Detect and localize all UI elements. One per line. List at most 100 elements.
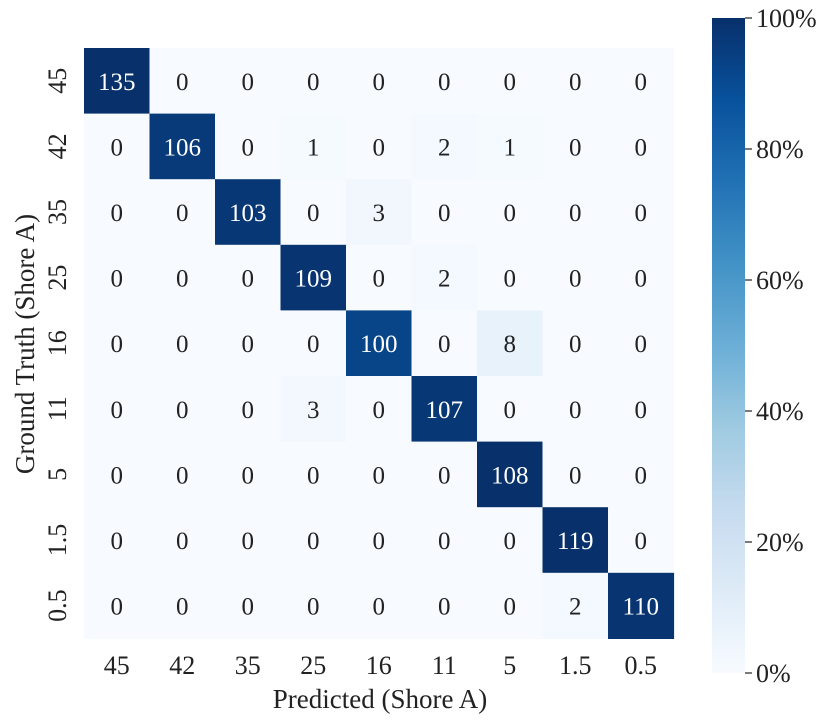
heatmap-cell bbox=[280, 376, 347, 443]
heatmap-cell bbox=[280, 244, 347, 311]
heatmap-cell bbox=[608, 179, 675, 246]
cell-value-label: 0 bbox=[569, 397, 582, 424]
cell-value-label: 0 bbox=[373, 528, 386, 555]
cell-value-label: 0 bbox=[111, 134, 124, 161]
cell-value-label: 0 bbox=[242, 134, 255, 161]
heatmap-cell bbox=[84, 48, 151, 115]
heatmap-cell bbox=[149, 113, 216, 180]
cell-value-label: 0 bbox=[569, 200, 582, 227]
cell-value-label: 0 bbox=[242, 594, 255, 621]
heatmap-cell bbox=[215, 113, 282, 180]
heatmap-cell bbox=[84, 376, 151, 443]
cell-value-label: 0 bbox=[504, 528, 517, 555]
heatmap-cell bbox=[346, 441, 413, 508]
colorbar bbox=[712, 18, 745, 673]
heatmap-cell bbox=[477, 441, 544, 508]
heatmap-cell bbox=[542, 244, 609, 311]
cell-value-label: 107 bbox=[426, 397, 464, 424]
y-tick-label: 45 bbox=[43, 68, 72, 94]
cell-value-label: 3 bbox=[307, 397, 320, 424]
y-tick-label: 1.5 bbox=[43, 524, 72, 557]
cell-value-label: 0 bbox=[176, 528, 189, 555]
heatmap-cell bbox=[608, 244, 675, 311]
cell-value-label: 0 bbox=[242, 528, 255, 555]
x-tick-label: 45 bbox=[104, 651, 130, 680]
x-tick-label: 0.5 bbox=[625, 651, 658, 680]
heatmap-cell bbox=[149, 376, 216, 443]
cell-value-label: 0 bbox=[111, 594, 124, 621]
heatmap-cell bbox=[477, 376, 544, 443]
heatmap-cell bbox=[215, 310, 282, 377]
heatmap-cell bbox=[608, 310, 675, 377]
heatmap-cell bbox=[149, 507, 216, 574]
colorbar-tick-label: 0% bbox=[756, 659, 791, 688]
y-axis-label: Ground Truth (Shore A) bbox=[10, 214, 40, 474]
heatmap-cell bbox=[411, 48, 478, 115]
cell-value-label: 1 bbox=[307, 134, 320, 161]
heatmap-cell bbox=[608, 376, 675, 443]
cell-value-label: 0 bbox=[635, 528, 648, 555]
heatmap-cell bbox=[280, 572, 347, 639]
colorbar-tick-label: 40% bbox=[756, 397, 804, 426]
y-tick-label: 5 bbox=[43, 468, 72, 481]
cell-value-label: 0 bbox=[635, 134, 648, 161]
y-tick-labels: 45 42 35 25 16 11 5 1.5 0.5 bbox=[43, 68, 72, 622]
cell-value-label: 0 bbox=[307, 69, 320, 96]
cell-value-label: 0 bbox=[635, 331, 648, 358]
heatmap-cell bbox=[346, 507, 413, 574]
cell-value-label: 0 bbox=[242, 69, 255, 96]
cell-value-label: 0 bbox=[111, 266, 124, 293]
cell-value-label: 0 bbox=[373, 462, 386, 489]
y-tick-label: 0.5 bbox=[43, 589, 72, 622]
cell-value-label: 0 bbox=[373, 397, 386, 424]
heatmap-cell bbox=[215, 441, 282, 508]
cell-value-label: 0 bbox=[111, 200, 124, 227]
heatmap-cell bbox=[149, 572, 216, 639]
cell-value-label: 0 bbox=[438, 200, 451, 227]
heatmap-cell bbox=[542, 441, 609, 508]
heatmap-cell bbox=[608, 507, 675, 574]
y-tick-label: 16 bbox=[43, 330, 72, 356]
cell-value-label: 0 bbox=[504, 69, 517, 96]
heatmap-cell bbox=[346, 572, 413, 639]
x-axis-label: Predicted (Shore A) bbox=[273, 684, 487, 714]
cell-value-label: 106 bbox=[164, 134, 202, 161]
heatmap-cell bbox=[477, 48, 544, 115]
cell-value-label: 2 bbox=[438, 134, 451, 161]
cell-value-label: 0 bbox=[242, 462, 255, 489]
heatmap-cell bbox=[542, 113, 609, 180]
heatmap-cell bbox=[411, 376, 478, 443]
x-tick-label: 11 bbox=[432, 651, 457, 680]
cell-value-label: 0 bbox=[373, 134, 386, 161]
heatmap-cell bbox=[280, 48, 347, 115]
heatmap-cell bbox=[149, 310, 216, 377]
x-tick-label: 1.5 bbox=[559, 651, 592, 680]
cell-value-label: 110 bbox=[622, 594, 659, 621]
heatmap-cell bbox=[542, 48, 609, 115]
heatmap-cell bbox=[411, 179, 478, 246]
cell-value-label: 0 bbox=[438, 462, 451, 489]
cell-value-label: 100 bbox=[360, 331, 398, 358]
cell-value-label: 8 bbox=[504, 331, 517, 358]
heatmap-cell bbox=[608, 113, 675, 180]
heatmap-cell bbox=[542, 310, 609, 377]
heatmap-cell bbox=[84, 310, 151, 377]
heatmap-cell bbox=[346, 376, 413, 443]
cell-value-label: 0 bbox=[635, 397, 648, 424]
heatmap-cell bbox=[280, 507, 347, 574]
cell-value-label: 0 bbox=[307, 528, 320, 555]
cell-value-label: 0 bbox=[438, 594, 451, 621]
heatmap-cell bbox=[215, 48, 282, 115]
heatmap-cell bbox=[280, 441, 347, 508]
x-tick-labels: 45 42 35 25 16 11 5 1.5 0.5 bbox=[104, 651, 657, 680]
colorbar-tick-label: 60% bbox=[756, 266, 804, 295]
cell-value-label: 0 bbox=[111, 397, 124, 424]
cell-value-label: 0 bbox=[242, 266, 255, 293]
heatmap-cell bbox=[411, 244, 478, 311]
cell-value-label: 0 bbox=[373, 594, 386, 621]
cell-value-label: 0 bbox=[242, 331, 255, 358]
cell-value-label: 0 bbox=[307, 331, 320, 358]
cell-value-label: 0 bbox=[504, 594, 517, 621]
colorbar-ticks: 0% 20% 40% 60% 80% 100% bbox=[745, 4, 817, 688]
heatmap-cell bbox=[411, 572, 478, 639]
